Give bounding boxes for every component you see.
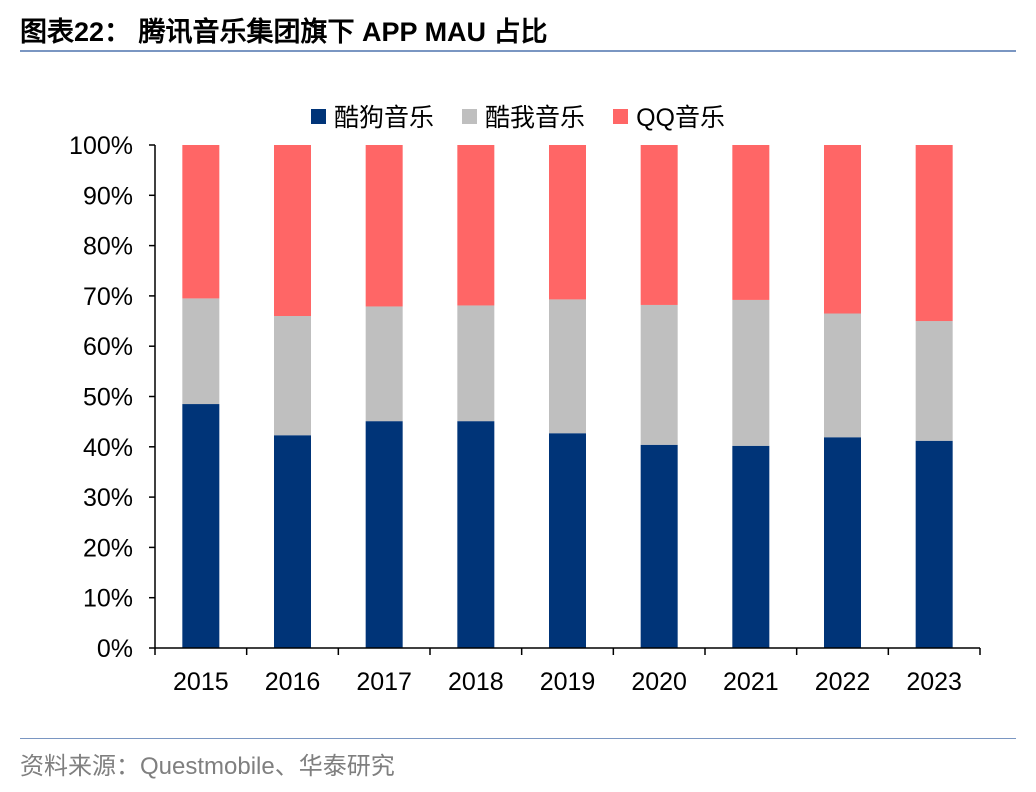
bar-2021-series-2 bbox=[732, 145, 770, 300]
legend-item-kugou: 酷狗音乐 bbox=[311, 98, 434, 134]
y-tick-label-8: 80% bbox=[83, 233, 133, 261]
y-tick-label-1: 10% bbox=[83, 585, 133, 613]
y-tick-label-0: 0% bbox=[97, 635, 133, 663]
bar-2023-series-1 bbox=[915, 321, 953, 441]
bar-2020-series-0 bbox=[640, 444, 678, 648]
bar-2020-series-2 bbox=[640, 145, 678, 305]
bar-2018-series-1 bbox=[457, 305, 495, 422]
bar-2016-series-1 bbox=[274, 316, 311, 436]
y-tick-label-6: 60% bbox=[83, 333, 133, 361]
legend-label-kugou: 酷狗音乐 bbox=[334, 104, 435, 132]
bar-2018-series-2 bbox=[457, 145, 495, 306]
y-tick-label-7: 70% bbox=[83, 283, 133, 311]
x-tick-label-2023: 2023 bbox=[906, 668, 962, 696]
bar-2021-series-1 bbox=[732, 299, 770, 446]
y-tick-label-2: 20% bbox=[83, 534, 133, 562]
bar-2017-series-0 bbox=[365, 421, 403, 648]
bar-2018-series-0 bbox=[457, 421, 495, 648]
bar-2016-series-2 bbox=[274, 145, 311, 317]
x-tick-label-2020: 2020 bbox=[631, 668, 687, 696]
bar-2023-series-2 bbox=[915, 145, 953, 322]
x-tick-label-2018: 2018 bbox=[448, 668, 504, 696]
chart-title: 图表22： 腾讯音乐集团旗下 APP MAU 占比 bbox=[20, 17, 548, 47]
x-tick-label-2015: 2015 bbox=[173, 668, 229, 696]
y-tick-label-5: 50% bbox=[83, 384, 133, 412]
chart-legend: 酷狗音乐 酷我音乐 QQ音乐 bbox=[0, 98, 1036, 134]
bar-2016-series-0 bbox=[274, 435, 311, 648]
legend-item-kuwo: 酷我音乐 bbox=[462, 98, 585, 134]
legend-swatch-qqmusic bbox=[613, 108, 629, 124]
x-tick-label-2021: 2021 bbox=[723, 668, 779, 696]
legend-label-qqmusic: QQ音乐 bbox=[636, 104, 725, 132]
y-tick-label-10: 100% bbox=[69, 132, 133, 160]
x-tick-label-2016: 2016 bbox=[265, 668, 321, 696]
y-tick-label-4: 40% bbox=[83, 434, 133, 462]
bar-2019-series-2 bbox=[549, 145, 586, 300]
legend-swatch-kuwo bbox=[462, 108, 478, 124]
bar-2015-series-1 bbox=[182, 298, 220, 405]
title-divider bbox=[20, 50, 1016, 52]
bar-2020-series-1 bbox=[640, 304, 678, 445]
y-tick-label-9: 90% bbox=[83, 182, 133, 210]
source-note: 资料来源：Questmobile、华泰研究 bbox=[20, 753, 395, 780]
bar-2017-series-1 bbox=[365, 306, 403, 422]
x-tick-label-2022: 2022 bbox=[815, 668, 871, 696]
bar-2022-series-2 bbox=[824, 145, 861, 314]
legend-swatch-kugou bbox=[311, 108, 327, 124]
bar-2019-series-1 bbox=[549, 299, 586, 434]
bar-2017-series-2 bbox=[365, 145, 403, 307]
bar-2015-series-2 bbox=[182, 145, 220, 299]
bar-2022-series-0 bbox=[824, 437, 861, 648]
bar-2022-series-1 bbox=[824, 313, 861, 438]
y-tick-label-3: 30% bbox=[83, 484, 133, 512]
legend-label-kuwo: 酷我音乐 bbox=[485, 104, 586, 132]
bar-2021-series-0 bbox=[732, 445, 770, 648]
x-tick-label-2017: 2017 bbox=[356, 668, 412, 696]
legend-item-qqmusic: QQ音乐 bbox=[613, 98, 725, 134]
x-tick-label-2019: 2019 bbox=[540, 668, 596, 696]
footer-divider bbox=[20, 738, 1016, 739]
bar-2019-series-0 bbox=[549, 433, 586, 648]
bar-2023-series-0 bbox=[915, 440, 953, 648]
bar-2015-series-0 bbox=[182, 404, 220, 648]
